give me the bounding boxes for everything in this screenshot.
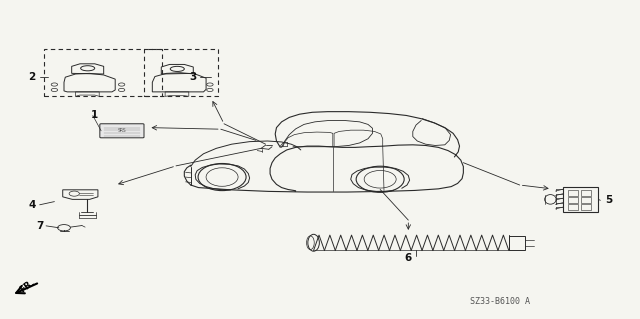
Text: SRS: SRS	[118, 128, 126, 133]
Bar	[144, 49, 218, 96]
Text: 1: 1	[91, 110, 99, 121]
Bar	[581, 197, 591, 203]
Text: FR.: FR.	[18, 278, 37, 295]
Bar	[568, 190, 578, 196]
Bar	[563, 187, 598, 212]
Bar	[568, 197, 578, 203]
Bar	[44, 49, 162, 96]
Text: 3: 3	[189, 71, 197, 82]
Text: 7: 7	[36, 221, 44, 231]
Bar	[581, 204, 591, 210]
Bar	[568, 204, 578, 210]
Bar	[509, 236, 525, 250]
FancyBboxPatch shape	[100, 124, 144, 138]
Text: 2: 2	[28, 71, 36, 82]
Text: 4: 4	[28, 200, 36, 210]
Bar	[581, 190, 591, 196]
Text: 6: 6	[404, 253, 412, 263]
Text: SZ33-B6100 A: SZ33-B6100 A	[470, 297, 531, 306]
Ellipse shape	[308, 234, 319, 251]
Text: 5: 5	[605, 195, 613, 205]
